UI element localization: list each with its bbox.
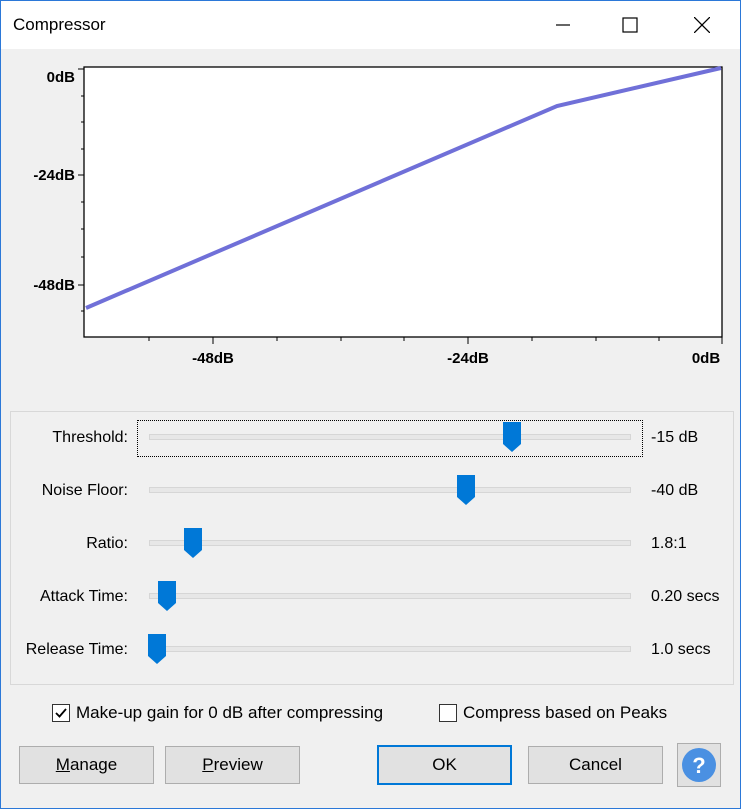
noise-floor-slider-thumb[interactable]	[457, 475, 476, 505]
x-tick-label: 0dB	[692, 350, 721, 367]
compression-curve	[85, 66, 722, 310]
cancel-button[interactable]: Cancel	[528, 746, 663, 784]
noise-floor-label: Noise Floor:	[41, 482, 128, 499]
checkmark-icon	[55, 708, 67, 718]
manage-button-label: Manage	[55, 755, 118, 774]
preview-button[interactable]: Preview	[165, 746, 300, 784]
noise-floor-value: -40 dB	[651, 482, 699, 499]
close-button[interactable]	[679, 1, 725, 49]
threshold-focus-outline	[137, 420, 643, 457]
y-tick-label: 0dB	[47, 69, 76, 86]
svg-text:?: ?	[692, 753, 705, 778]
ratio-slider-thumb[interactable]	[184, 528, 203, 558]
compress-peaks-checkbox[interactable]: Compress based on Peaks	[439, 703, 667, 723]
makeup-gain-label: Make-up gain for 0 dB after compressing	[76, 703, 384, 722]
release-time-value: 1.0 secs	[651, 641, 711, 658]
ok-button[interactable]: OK	[377, 745, 512, 785]
preview-button-label: Preview	[202, 755, 263, 774]
release-time-slider-thumb[interactable]	[147, 634, 166, 664]
close-icon	[694, 17, 710, 33]
minimize-button[interactable]	[540, 1, 586, 49]
x-tick-label: -24dB	[447, 350, 489, 367]
threshold-slider-thumb[interactable]	[503, 422, 522, 452]
maximize-icon	[622, 17, 638, 33]
threshold-value: -15 dB	[651, 429, 699, 446]
attack-time-slider-thumb[interactable]	[157, 581, 176, 611]
manage-button[interactable]: Manage	[19, 746, 154, 784]
compress-peaks-label: Compress based on Peaks	[463, 703, 668, 722]
window-title: Compressor	[13, 15, 106, 34]
compression-curve-graph: 0dB -24dB -48dB -48dB -24dB 0dB	[1, 49, 740, 389]
makeup-gain-checkbox-box[interactable]	[52, 704, 70, 722]
y-tick-label: -24dB	[33, 167, 75, 184]
minimize-icon	[556, 24, 570, 26]
release-time-slider-track[interactable]	[149, 646, 631, 652]
attack-time-value: 0.20 secs	[651, 588, 720, 605]
ratio-value: 1.8:1	[651, 535, 687, 552]
x-tick-label: -48dB	[192, 350, 234, 367]
help-button[interactable]: ?	[677, 743, 721, 787]
noise-floor-slider-track[interactable]	[149, 487, 631, 493]
ratio-label: Ratio:	[86, 535, 128, 552]
release-time-label: Release Time:	[25, 641, 128, 658]
y-tick-label: -48dB	[33, 277, 75, 294]
cancel-button-label: Cancel	[569, 755, 622, 774]
threshold-slider-track[interactable]	[149, 434, 631, 440]
compress-peaks-checkbox-box[interactable]	[439, 704, 457, 722]
title-bar: Compressor	[1, 1, 740, 49]
ok-button-label: OK	[432, 755, 457, 774]
graph-area	[83, 66, 723, 338]
ratio-slider-track[interactable]	[149, 540, 631, 546]
help-icon: ?	[682, 748, 716, 782]
threshold-label: Threshold:	[52, 429, 128, 446]
attack-time-slider-track[interactable]	[149, 593, 631, 599]
maximize-button[interactable]	[607, 1, 653, 49]
makeup-gain-checkbox[interactable]: Make-up gain for 0 dB after compressing	[52, 703, 383, 723]
attack-time-label: Attack Time:	[39, 588, 128, 605]
